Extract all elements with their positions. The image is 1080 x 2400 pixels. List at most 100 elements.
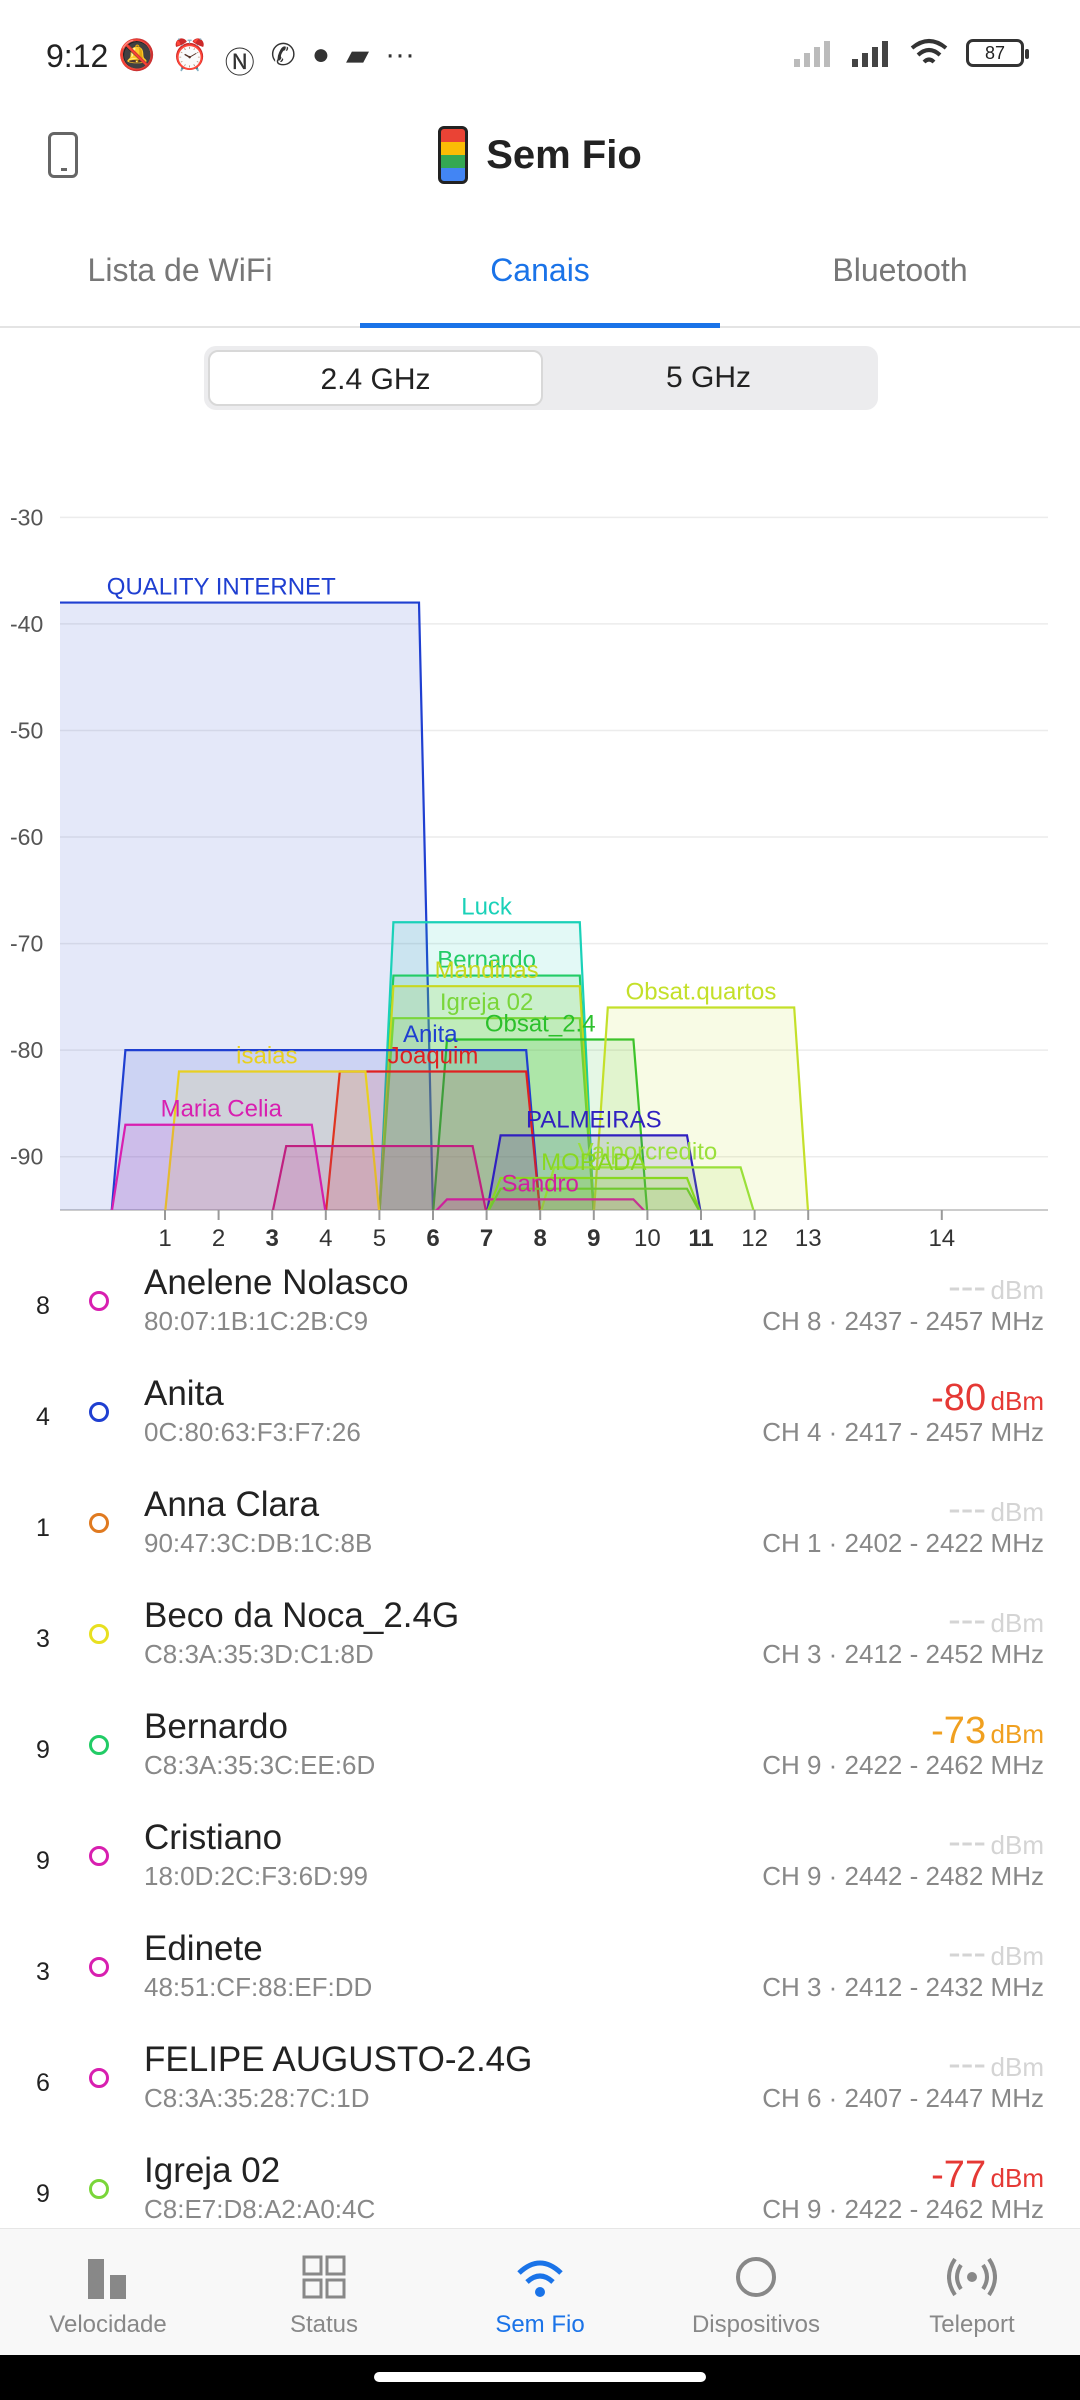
nav-teleport[interactable]: Teleport <box>864 2229 1080 2355</box>
network-area <box>110 1123 327 1210</box>
network-row[interactable]: 9 Cristiano 18:0D:2C:F3:6D:99 --- dBm CH… <box>0 1817 1080 1928</box>
network-label: Igreja 02 <box>440 989 533 1016</box>
network-label: Sandro <box>502 1170 579 1197</box>
row-frequency: CH 6 · 2407 - 2447 MHz <box>762 2083 1044 2113</box>
nav-label: Status <box>289 2311 359 2338</box>
signal-value: --- <box>948 2043 987 2085</box>
app-logo-icon <box>438 126 469 184</box>
network-label: Mandinas <box>435 957 539 984</box>
network-label: PALMEIRAS <box>526 1106 662 1133</box>
x-tick-label: 7 <box>480 1225 493 1252</box>
page-title: Sem Fio <box>486 132 642 177</box>
y-tick-label: -80 <box>10 1037 43 1063</box>
wifi-icon <box>517 2260 563 2297</box>
row-signal: --- dBm <box>948 1821 1044 1864</box>
app-title-group: Sem Fio <box>0 126 1080 184</box>
row-ssid: Anna Clara <box>144 1485 320 1524</box>
row-frequency: CH 3 · 2412 - 2432 MHz <box>762 1972 1044 2002</box>
row-signal: -77 dBm <box>931 2154 1044 2197</box>
network-area <box>592 1006 810 1210</box>
nav-label: Teleport <box>929 2311 1015 2338</box>
network-label: Obsat.quartos <box>626 979 777 1006</box>
row-channel: 8 <box>36 1292 50 1320</box>
teleport-icon <box>947 2257 997 2297</box>
signal-unit: dBm <box>990 1386 1044 1416</box>
nav-velocidade[interactable]: Velocidade <box>0 2229 216 2355</box>
network-area <box>325 1070 541 1210</box>
network-row[interactable]: 6 FELIPE AUGUSTO-2.4G C8:3A:35:28:7C:1D … <box>0 2039 1080 2150</box>
tab-bar: Lista de WiFi Canais Bluetooth <box>0 230 1080 328</box>
x-tick-label: 14 <box>928 1225 955 1252</box>
row-mac: C8:3A:35:3C:EE:6D <box>144 1750 376 1780</box>
band-24-button[interactable]: 2.4 GHz <box>208 350 543 406</box>
network-area <box>486 1134 702 1210</box>
row-ssid: Igreja 02 <box>144 2151 281 2190</box>
signal-unit: dBm <box>990 1608 1044 1638</box>
row-frequency: CH 8 · 2437 - 2457 MHz <box>762 1306 1044 1336</box>
tab-wifi-list[interactable]: Lista de WiFi <box>87 252 273 288</box>
nav-dispositivos[interactable]: Dispositivos <box>648 2229 864 2355</box>
network-row[interactable]: 9 Bernardo C8:3A:35:3C:EE:6D -73 dBm CH … <box>0 1706 1080 1817</box>
row-ssid: Cristiano <box>144 1818 283 1857</box>
row-channel: 9 <box>36 1847 50 1875</box>
color-dot-icon <box>89 2068 109 2088</box>
network-list: 8 Anelene Nolasco 80:07:1B:1C:2B:C9 --- … <box>0 1262 1080 2228</box>
network-row[interactable]: 3 Beco da Noca_2.4G C8:3A:35:3D:C1:8D --… <box>0 1595 1080 1706</box>
row-ssid: Anita <box>144 1374 224 1413</box>
nfc-icon: Ⓝ <box>224 47 255 80</box>
row-frequency: CH 9 · 2442 - 2482 MHz <box>762 1861 1044 1891</box>
nav-sem-fio[interactable]: Sem Fio <box>432 2229 648 2355</box>
status-right: 87 <box>794 38 1029 68</box>
battery-icon: 87 <box>966 39 1029 67</box>
network-row[interactable]: 8 Anelene Nolasco 80:07:1B:1C:2B:C9 --- … <box>0 1262 1080 1373</box>
band-5-button[interactable]: 5 GHz <box>665 361 752 394</box>
network-row[interactable]: 4 Anita 0C:80:63:F3:F7:26 -80 dBm CH 4 ·… <box>0 1373 1080 1484</box>
signal-value: -80 <box>931 1377 987 1419</box>
network-row[interactable]: 1 Anna Clara 90:47:3C:DB:1C:8B --- dBm C… <box>0 1484 1080 1595</box>
y-tick-label: -30 <box>10 504 43 530</box>
x-tick-label: 8 <box>534 1225 547 1252</box>
row-ssid: FELIPE AUGUSTO-2.4G <box>144 2040 533 2079</box>
signal-unit: dBm <box>990 1497 1044 1527</box>
network-label: isaias <box>236 1042 297 1069</box>
color-dot-icon <box>89 1513 109 1533</box>
signal-value: --- <box>948 1821 987 1863</box>
mute-icon: 🔕 <box>118 39 156 72</box>
grid-icon <box>302 2255 346 2299</box>
network-area <box>164 1070 381 1210</box>
row-frequency: CH 9 · 2422 - 2462 MHz <box>762 2194 1044 2224</box>
network-label: Joaquim <box>388 1042 479 1069</box>
row-channel: 4 <box>36 1403 50 1431</box>
network-label: Luck <box>461 893 513 920</box>
network-row[interactable]: 9 Igreja 02 C8:E7:D8:A2:A0:4C -77 dBm CH… <box>0 2150 1080 2228</box>
signal-unit: dBm <box>990 1941 1044 1971</box>
system-nav-bar <box>0 2355 1080 2400</box>
row-signal: -80 dBm <box>931 1377 1044 1420</box>
more-icon: ··· <box>385 38 416 71</box>
row-signal: --- dBm <box>948 1599 1044 1642</box>
home-handle[interactable] <box>374 2372 706 2382</box>
signal-value: -73 <box>931 1710 987 1752</box>
signal-icon-1 <box>794 41 830 67</box>
nav-status[interactable]: Status <box>216 2229 432 2355</box>
network-row[interactable]: 3 Edinete 48:51:CF:88:EF:DD --- dBm CH 3… <box>0 1928 1080 2039</box>
y-tick-label: -90 <box>10 1144 43 1170</box>
row-channel: 1 <box>36 1514 50 1542</box>
tab-bluetooth[interactable]: Bluetooth <box>832 252 968 288</box>
nav-label: Dispositivos <box>691 2311 821 2338</box>
x-tick-label: 2 <box>212 1225 225 1252</box>
phone-icon[interactable] <box>48 132 78 178</box>
network-label: Obsat_2.4 <box>485 1010 596 1037</box>
signal-value: --- <box>948 1932 987 1974</box>
network-area <box>60 601 435 1210</box>
wifi-status-icon <box>910 39 948 64</box>
tab-channels[interactable]: Canais <box>360 230 720 328</box>
network-area <box>271 1144 487 1210</box>
row-frequency: CH 3 · 2412 - 2452 MHz <box>762 1639 1044 1669</box>
alarm-icon: ⏰ <box>171 39 209 72</box>
row-ssid: Bernardo <box>144 1707 288 1746</box>
row-signal: --- dBm <box>948 1488 1044 1531</box>
row-mac: C8:3A:35:28:7C:1D <box>144 2083 370 2113</box>
row-mac: 18:0D:2C:F3:6D:99 <box>144 1861 369 1891</box>
y-tick-label: -40 <box>10 611 43 637</box>
